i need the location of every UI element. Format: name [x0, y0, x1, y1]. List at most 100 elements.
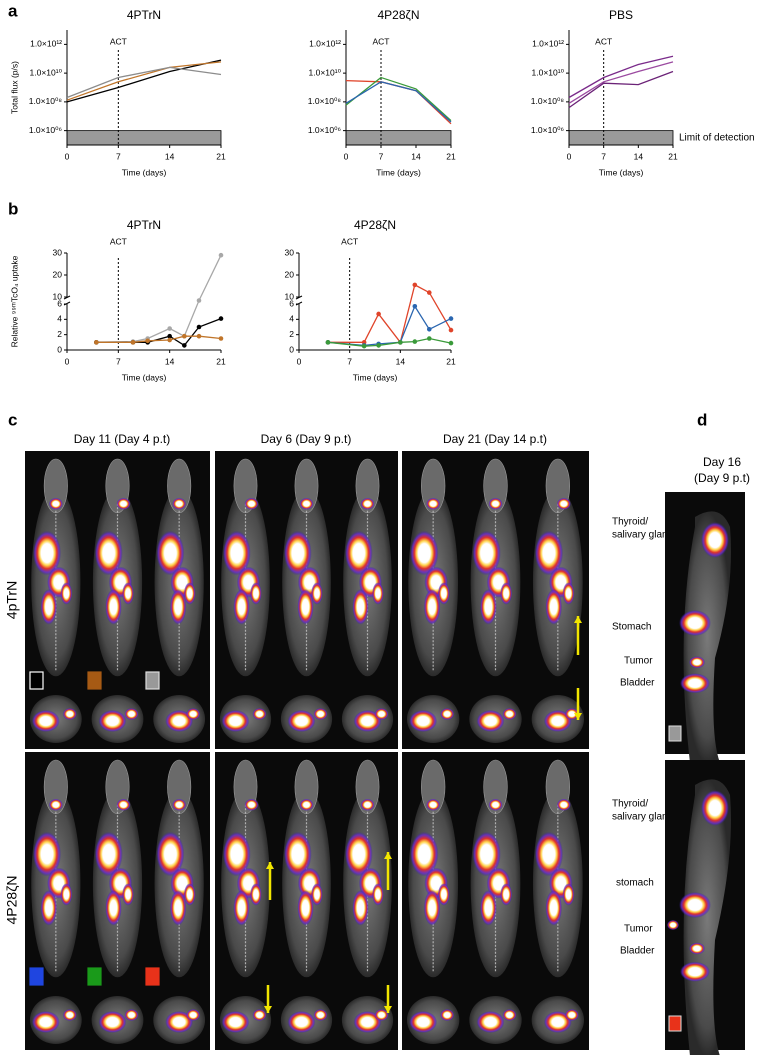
- signal: [701, 790, 729, 826]
- signal: [62, 708, 77, 720]
- data-point: [182, 343, 187, 348]
- signal: [186, 1009, 201, 1021]
- signal: [534, 831, 564, 877]
- x-tick-label: 21: [668, 151, 678, 161]
- y-tick-label: 1.0×10⁰⁸: [531, 96, 565, 106]
- y-tick-label: 10: [53, 291, 63, 301]
- signal: [172, 798, 187, 811]
- arrow-head: [266, 862, 274, 869]
- signal: [502, 1009, 517, 1021]
- data-point: [145, 338, 150, 344]
- signal: [122, 582, 134, 605]
- signal: [98, 1011, 127, 1033]
- x-tick-label: 7: [379, 151, 384, 161]
- chart-title: 4PTrN: [127, 8, 161, 22]
- signal: [186, 708, 201, 720]
- signal: [564, 708, 579, 720]
- signal: [500, 883, 513, 906]
- signal: [543, 710, 572, 732]
- x-tick-label: 0: [65, 356, 70, 366]
- arrow-head: [264, 1006, 272, 1013]
- signal: [221, 1011, 250, 1033]
- series-line: [96, 254, 222, 343]
- y-tick-label: 30: [53, 247, 63, 257]
- signal: [40, 588, 58, 625]
- y-tick-label: 1.0×10¹²: [30, 39, 62, 49]
- x-tick-label: 14: [634, 151, 644, 161]
- signal: [500, 582, 513, 605]
- limit-label: Limit of detection: [679, 132, 755, 143]
- x-tick-label: 0: [297, 356, 302, 366]
- y-tick-label: 1.0×10⁰⁶: [29, 125, 62, 135]
- panel-label: b: [8, 199, 18, 218]
- y-axis-label: Total flux (p/s): [9, 61, 19, 114]
- signal: [40, 889, 58, 926]
- y-tick-label: 1.0×10¹²: [532, 39, 564, 49]
- mouse-profile: [683, 779, 731, 1055]
- data-point: [94, 340, 99, 345]
- series-line: [328, 283, 452, 344]
- signal: [116, 798, 131, 811]
- x-tick-label: 0: [65, 151, 70, 161]
- signal: [488, 798, 503, 811]
- signal: [48, 798, 63, 811]
- signal: [352, 889, 369, 926]
- y-tick-label: 2: [289, 329, 294, 339]
- y-tick-label: 20: [53, 269, 63, 279]
- signal: [476, 710, 505, 732]
- signal: [94, 831, 123, 877]
- signal: [480, 588, 497, 625]
- signal: [372, 582, 384, 605]
- signal: [222, 831, 251, 877]
- data-point: [218, 316, 224, 321]
- y-tick-label: 1.0×10¹⁰: [30, 67, 63, 77]
- data-point: [167, 333, 172, 339]
- signal: [437, 582, 450, 605]
- organ-label: stomach: [616, 878, 654, 889]
- signal: [283, 831, 312, 877]
- data-point: [167, 337, 172, 343]
- signal: [680, 673, 710, 694]
- y-tick-label: 1.0×10⁰⁶: [531, 125, 564, 135]
- data-point: [448, 316, 454, 321]
- data-point: [448, 327, 454, 333]
- act-label: ACT: [110, 236, 127, 246]
- signal: [299, 798, 314, 811]
- signal: [372, 883, 384, 906]
- signal: [252, 1009, 267, 1021]
- signal: [679, 892, 711, 918]
- signal: [31, 710, 60, 732]
- limit-region: [66, 130, 222, 146]
- act-label: ACT: [341, 236, 358, 246]
- data-point: [182, 333, 187, 339]
- data-point: [218, 252, 224, 258]
- signal: [472, 831, 501, 877]
- key-square: [145, 967, 160, 986]
- organ-label: salivary glands: [612, 530, 678, 541]
- chart-title: 4PTrN: [127, 218, 161, 232]
- signal: [344, 530, 373, 576]
- key-square: [87, 967, 102, 986]
- signal: [426, 497, 441, 510]
- signal: [287, 710, 316, 732]
- signal: [183, 883, 196, 906]
- signal: [667, 920, 679, 930]
- signal: [556, 497, 571, 510]
- signal: [423, 889, 441, 926]
- organ-label: Stomach: [612, 622, 651, 633]
- series-line: [568, 55, 674, 99]
- signal: [172, 497, 187, 510]
- key-square: [668, 1015, 682, 1032]
- column-header: Day 21 (Day 14 p.t): [443, 432, 547, 446]
- signal: [221, 710, 250, 732]
- data-point: [426, 327, 432, 332]
- panel-label: c: [8, 410, 17, 429]
- series-line: [345, 76, 452, 122]
- row-label: 4P28ζN: [4, 876, 20, 925]
- y-tick-label: 1.0×10¹⁰: [532, 67, 565, 77]
- y-tick-label: 6: [57, 298, 62, 308]
- signal: [60, 582, 73, 605]
- data-point: [398, 340, 403, 345]
- x-tick-label: 21: [446, 151, 456, 161]
- signal: [250, 582, 262, 605]
